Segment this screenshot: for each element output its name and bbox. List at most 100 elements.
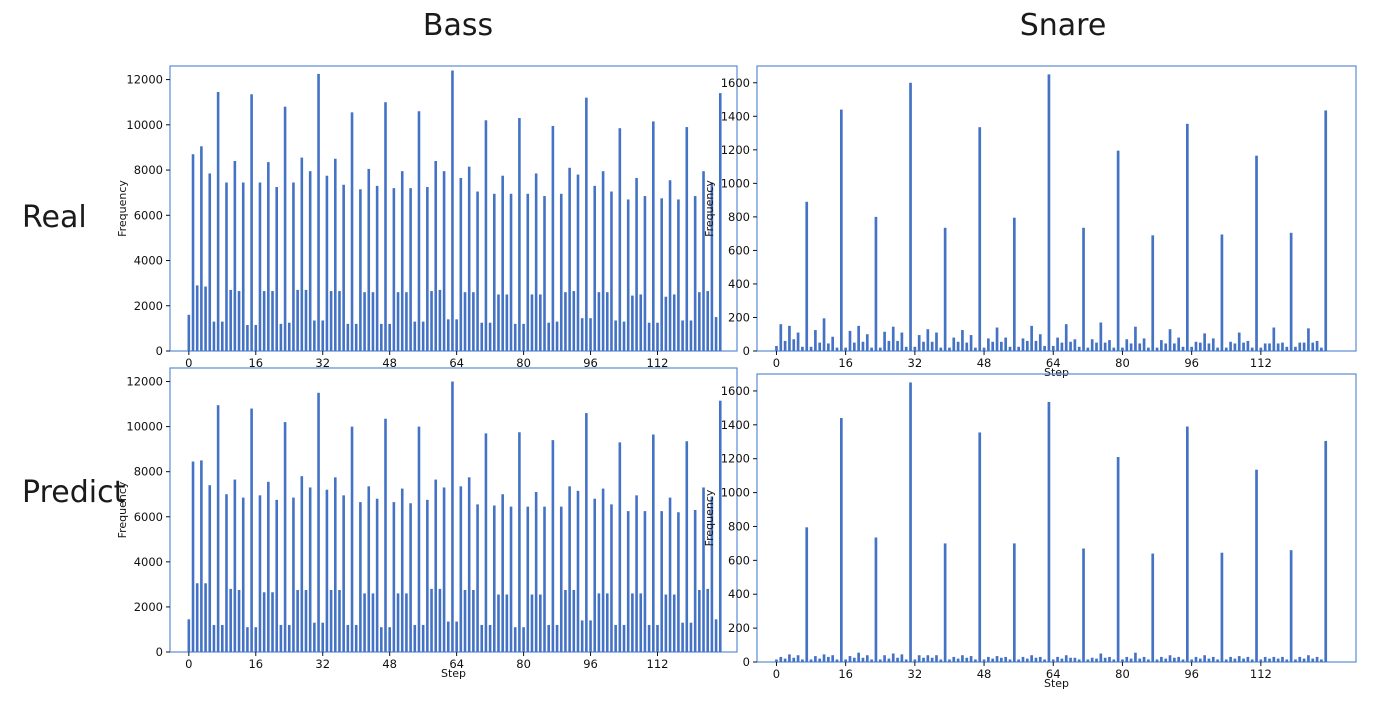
- y-tick-label: 0: [156, 344, 163, 358]
- bar: [1030, 655, 1033, 662]
- y-tick-label: 200: [728, 621, 750, 635]
- bar: [472, 292, 475, 351]
- bar: [827, 343, 830, 351]
- bar: [543, 196, 546, 351]
- bar: [250, 408, 253, 652]
- bar: [317, 73, 320, 352]
- bar: [1285, 346, 1289, 351]
- bar: [396, 593, 400, 652]
- y-tick-label: 1600: [721, 384, 750, 398]
- bar: [325, 489, 329, 652]
- bar: [681, 320, 684, 351]
- x-tick-label: 48: [977, 356, 992, 370]
- bar: [710, 496, 714, 652]
- bar: [304, 289, 308, 351]
- bar: [1116, 150, 1120, 351]
- bar: [585, 413, 588, 652]
- bar: [1034, 340, 1038, 351]
- y-axis-label: Frequency: [116, 481, 129, 538]
- bar: [1320, 347, 1323, 351]
- x-tick-label: 96: [1184, 667, 1199, 681]
- y-tick-label: 600: [728, 243, 750, 257]
- bar: [852, 342, 856, 351]
- bar: [1138, 343, 1142, 351]
- bar: [991, 341, 995, 351]
- bar: [543, 506, 546, 652]
- bar: [455, 621, 458, 652]
- bar: [1108, 656, 1111, 662]
- bar: [1294, 659, 1297, 662]
- bar: [354, 624, 358, 652]
- x-axis-label: Step: [441, 667, 466, 680]
- y-tick-label: 400: [728, 587, 750, 601]
- bar-series: [775, 382, 1328, 662]
- bar: [493, 505, 496, 652]
- bar: [597, 593, 601, 652]
- bar: [677, 512, 680, 652]
- bar: [822, 318, 826, 351]
- bar: [926, 655, 930, 662]
- bar: [1302, 658, 1306, 662]
- y-tick-label: 4000: [134, 254, 163, 268]
- bar: [1276, 658, 1280, 662]
- bar: [568, 486, 571, 652]
- bar: [455, 319, 458, 351]
- x-tick-label: 96: [1184, 356, 1199, 370]
- x-tick-label: 96: [583, 356, 598, 370]
- bar: [225, 494, 228, 652]
- bar: [1233, 658, 1237, 662]
- bar: [463, 590, 467, 652]
- bar: [1255, 469, 1258, 662]
- bar: [1047, 401, 1051, 662]
- bar: [384, 102, 387, 351]
- bar: [939, 659, 943, 662]
- bar: [559, 506, 563, 652]
- bar: [1051, 659, 1055, 662]
- bar: [1043, 659, 1046, 662]
- bar: [329, 590, 333, 652]
- bar: [677, 199, 680, 351]
- bar: [605, 593, 609, 652]
- y-tick-label: 600: [728, 553, 750, 567]
- bar: [434, 161, 438, 351]
- bar: [1155, 347, 1159, 351]
- bar: [1181, 346, 1185, 351]
- bar: [271, 592, 274, 652]
- y-tick-label: 1200: [721, 452, 750, 466]
- bar: [501, 494, 504, 652]
- bar: [296, 289, 299, 351]
- bar: [1038, 656, 1042, 662]
- bar: [1203, 655, 1206, 662]
- bar: [952, 337, 956, 351]
- bar: [1160, 340, 1163, 351]
- bar: [978, 127, 982, 351]
- bar: [221, 321, 224, 351]
- bar: [698, 292, 701, 351]
- bar: [342, 184, 345, 351]
- bar: [1177, 337, 1181, 351]
- bar: [509, 506, 513, 652]
- y-tick-label: 2000: [134, 600, 163, 614]
- bar: [952, 656, 956, 662]
- bar: [551, 440, 555, 652]
- bar: [325, 175, 329, 351]
- bar: [982, 347, 986, 351]
- bar: [451, 70, 454, 352]
- bar: [668, 497, 672, 652]
- y-tick-label: 1000: [721, 486, 750, 500]
- bar: [497, 594, 500, 652]
- y-axis-label: Frequency: [116, 180, 129, 237]
- bar: [796, 655, 800, 662]
- bar: [900, 654, 904, 662]
- bar: [1263, 343, 1267, 351]
- bar: [995, 327, 999, 351]
- bar: [241, 182, 245, 351]
- bar: [413, 321, 417, 351]
- bar: [1220, 552, 1224, 662]
- y-tick-label: 1200: [721, 143, 750, 157]
- bar: [1060, 658, 1064, 662]
- bar: [497, 294, 500, 351]
- bar: [1099, 322, 1103, 351]
- bar: [1194, 341, 1198, 351]
- bar: [706, 588, 710, 652]
